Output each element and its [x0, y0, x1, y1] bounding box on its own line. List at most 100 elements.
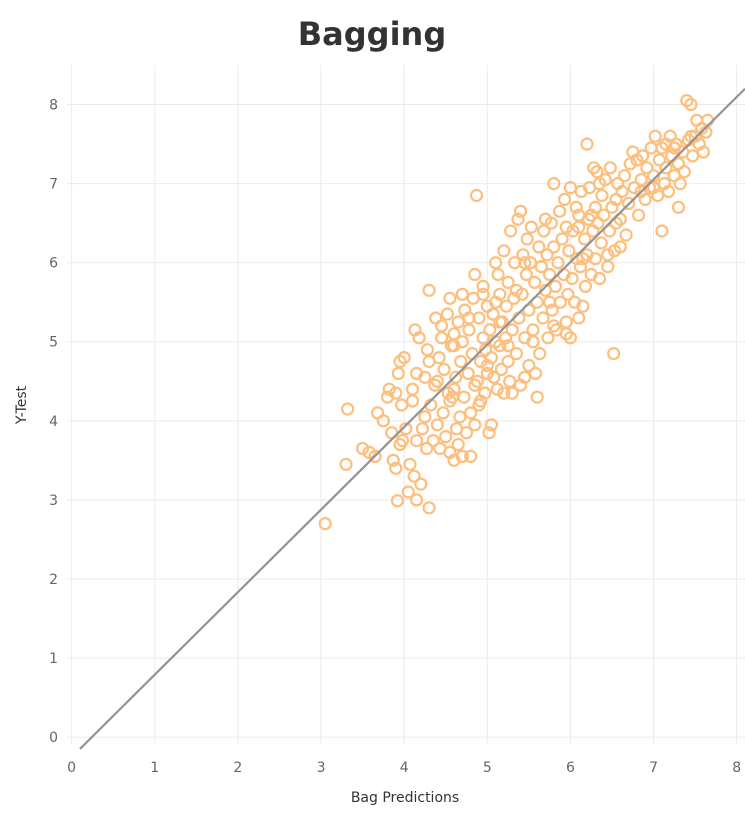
data-point — [592, 271, 607, 286]
x-tick-label: 2 — [233, 760, 242, 776]
data-point — [623, 157, 637, 171]
data-point — [401, 485, 415, 499]
y-tick-label: 1 — [49, 651, 58, 667]
data-point — [468, 378, 482, 392]
data-point — [447, 382, 461, 396]
data-point — [503, 374, 517, 388]
data-point — [505, 323, 519, 337]
data-point — [548, 279, 563, 293]
data-point — [518, 256, 532, 270]
data-point — [602, 224, 617, 238]
data-point — [494, 362, 508, 376]
grid — [67, 65, 745, 745]
data-point — [415, 422, 429, 436]
data-point — [393, 437, 407, 452]
data-point — [661, 184, 676, 199]
data-point — [547, 319, 561, 333]
data-point — [557, 192, 572, 206]
data-point — [518, 370, 532, 384]
data-point — [542, 267, 557, 282]
data-point — [509, 347, 524, 361]
data-point — [453, 410, 467, 424]
data-point — [439, 430, 453, 444]
data-point — [526, 323, 540, 337]
data-point — [464, 406, 478, 420]
x-axis-label: Bag Predictions — [351, 790, 459, 806]
data-point — [655, 141, 669, 155]
data-point — [659, 161, 673, 175]
data-point — [505, 386, 519, 400]
data-point — [414, 477, 428, 491]
reference-line — [79, 87, 745, 750]
data-point — [451, 315, 465, 329]
x-tick-label: 5 — [483, 760, 492, 776]
y-tick-label: 8 — [49, 98, 58, 114]
data-point — [615, 184, 629, 199]
data-point — [480, 366, 494, 380]
data-point — [533, 347, 547, 361]
data-point — [420, 343, 434, 357]
data-point — [468, 418, 482, 432]
data-point — [455, 449, 469, 463]
data-point — [455, 287, 469, 301]
data-point — [652, 153, 667, 167]
data-point — [480, 358, 494, 373]
data-point — [468, 267, 482, 282]
data-point — [520, 232, 534, 246]
data-point — [516, 248, 530, 262]
data-point — [673, 177, 687, 191]
data-point — [440, 307, 454, 321]
data-point — [407, 469, 421, 483]
data-points — [318, 93, 715, 531]
data-point — [499, 299, 513, 313]
data-point — [486, 307, 500, 321]
data-point — [559, 315, 573, 329]
data-point — [390, 494, 405, 508]
data-point — [459, 426, 474, 440]
data-point — [389, 461, 403, 475]
data-point — [627, 181, 642, 195]
data-point — [490, 382, 504, 396]
data-point — [476, 287, 490, 301]
y-tick-label: 5 — [49, 335, 58, 351]
data-point — [418, 410, 432, 424]
data-point — [601, 248, 615, 262]
data-point — [462, 311, 476, 325]
data-point — [538, 212, 553, 226]
data-point — [569, 200, 583, 214]
data-point — [700, 113, 715, 127]
data-point — [493, 287, 507, 301]
data-point — [603, 161, 617, 175]
data-point — [667, 141, 681, 155]
data-point — [542, 295, 557, 309]
data-point — [580, 137, 594, 151]
data-point — [476, 279, 490, 293]
data-point — [613, 240, 627, 254]
data-point — [562, 244, 576, 258]
data-point — [484, 418, 498, 432]
data-point — [576, 299, 590, 313]
data-point — [559, 220, 573, 234]
data-point — [572, 311, 586, 325]
data-point — [636, 149, 650, 163]
data-point — [524, 220, 538, 234]
data-point — [528, 275, 542, 289]
data-point — [552, 204, 567, 218]
data-point — [410, 493, 424, 507]
data-point — [464, 449, 478, 463]
data-point — [399, 422, 413, 436]
data-point — [617, 169, 632, 183]
data-point — [418, 370, 432, 384]
data-point — [536, 311, 550, 325]
data-point — [563, 331, 578, 345]
data-point — [469, 188, 484, 203]
data-point — [451, 437, 465, 452]
data-point — [522, 358, 536, 373]
x-tick-label: 3 — [317, 760, 326, 776]
data-point — [547, 240, 561, 254]
data-point — [447, 339, 461, 353]
data-point — [572, 220, 586, 234]
data-point — [509, 283, 524, 297]
data-point — [597, 208, 611, 222]
data-point — [476, 331, 490, 345]
